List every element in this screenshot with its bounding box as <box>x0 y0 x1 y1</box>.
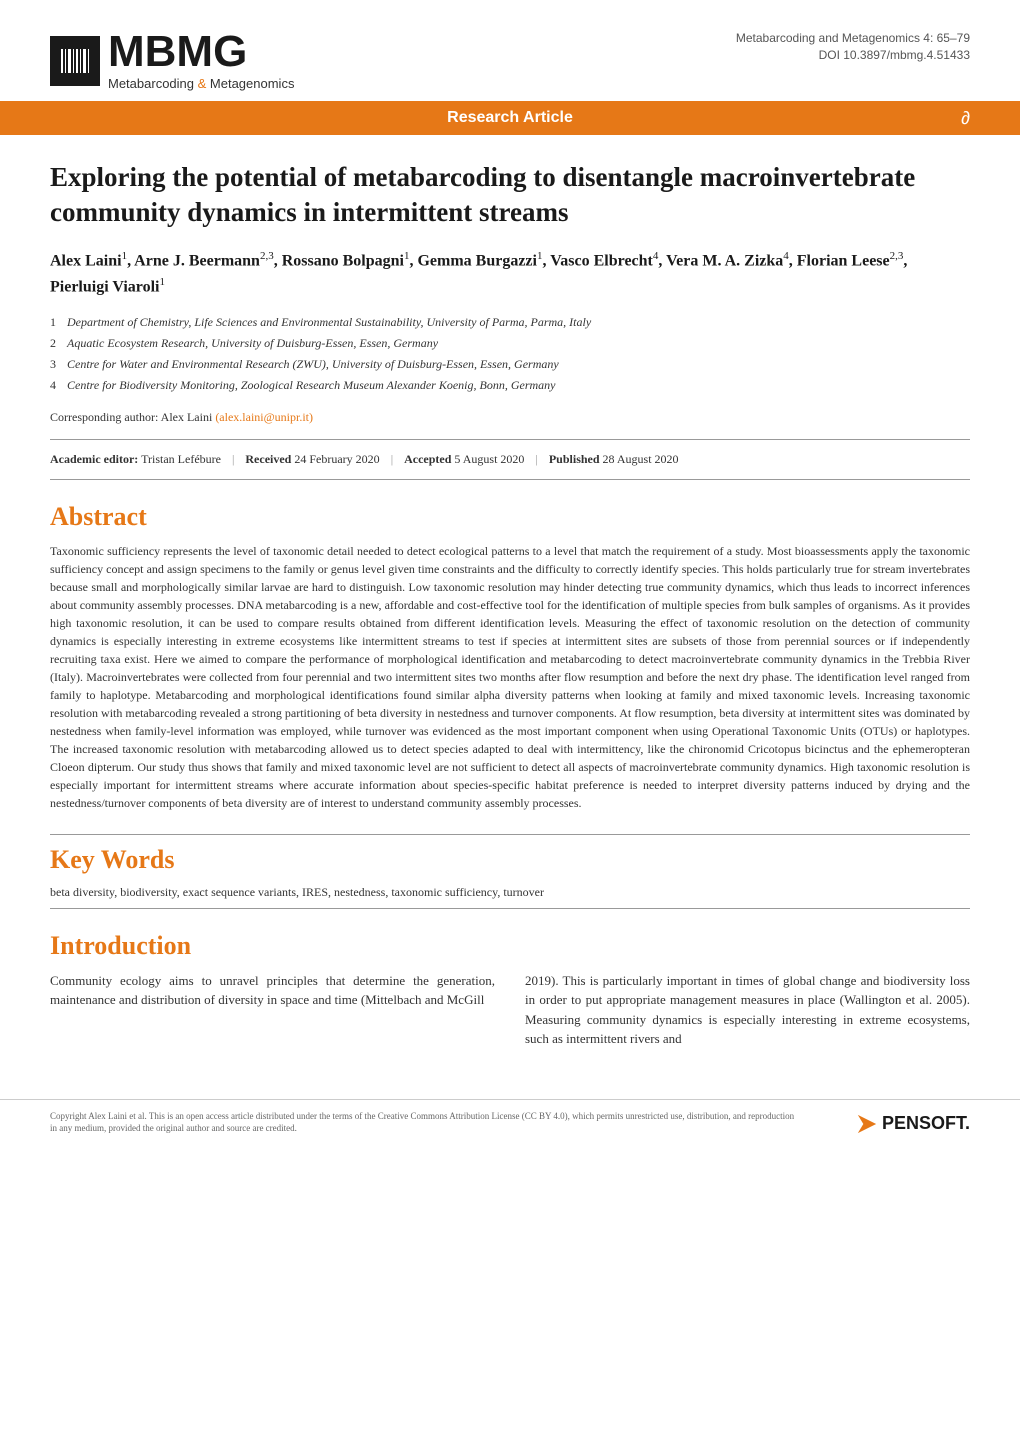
keywords-body: beta diversity, biodiversity, exact sequ… <box>50 885 970 900</box>
divider <box>50 479 970 480</box>
article-title: Exploring the potential of metabarcoding… <box>50 160 970 230</box>
logo-acronym: MBMG <box>108 30 294 74</box>
page-header: MBMG Metabarcoding & Metagenomics Metaba… <box>0 0 1020 101</box>
accepted-label: Accepted <box>404 452 451 466</box>
divider <box>50 439 970 440</box>
author-list: Alex Laini1, Arne J. Beermann2,3, Rossan… <box>50 248 970 299</box>
open-access-icon: ∂ <box>961 108 970 129</box>
affiliation-item: 2 Aquatic Ecosystem Research, University… <box>50 334 970 353</box>
affiliation-item: 1 Department of Chemistry, Life Sciences… <box>50 313 970 332</box>
copyright-notice: Copyright Alex Laini et al. This is an o… <box>50 1110 800 1135</box>
published-date: 28 August 2020 <box>600 452 679 466</box>
logo-sub-post: Metagenomics <box>206 76 294 91</box>
editor-name: Tristan Lefébure <box>138 452 221 466</box>
journal-logo: MBMG Metabarcoding & Metagenomics <box>50 30 294 91</box>
corresponding-label: Corresponding author: Alex Laini <box>50 410 215 424</box>
affiliation-item: 4 Centre for Biodiversity Monitoring, Zo… <box>50 376 970 395</box>
introduction-col-left: Community ecology aims to unravel princi… <box>50 971 495 1049</box>
logo-text-block: MBMG Metabarcoding & Metagenomics <box>108 30 294 91</box>
pensoft-icon <box>856 1113 878 1135</box>
divider <box>50 834 970 835</box>
divider <box>50 908 970 909</box>
barcode-icon <box>50 36 100 86</box>
corresponding-author: Corresponding author: Alex Laini (alex.l… <box>50 410 970 425</box>
published-label: Published <box>549 452 600 466</box>
article-type-label: Research Article <box>447 109 573 127</box>
keywords-heading: Key Words <box>50 845 970 875</box>
editorial-info: Academic editor: Tristan Lefébure | Rece… <box>50 446 970 473</box>
abstract-heading: Abstract <box>50 502 970 532</box>
logo-sub-pre: Metabarcoding <box>108 76 198 91</box>
introduction-col-right: 2019). This is particularly important in… <box>525 971 970 1049</box>
logo-subtitle: Metabarcoding & Metagenomics <box>108 76 294 91</box>
publisher-logo: PENSOFT. <box>856 1113 970 1135</box>
page-footer: Copyright Alex Laini et al. This is an o… <box>0 1099 1020 1155</box>
article-content: Exploring the potential of metabarcoding… <box>0 135 1020 1079</box>
accepted-date: 5 August 2020 <box>451 452 524 466</box>
received-label: Received <box>245 452 291 466</box>
article-type-banner: Research Article ∂ <box>0 101 1020 135</box>
abstract-body: Taxonomic sufficiency represents the lev… <box>50 542 970 812</box>
introduction-heading: Introduction <box>50 931 970 961</box>
affiliation-item: 3 Centre for Water and Environmental Res… <box>50 355 970 374</box>
affiliation-list: 1 Department of Chemistry, Life Sciences… <box>50 313 970 396</box>
logo-sub-amp: & <box>198 76 207 91</box>
received-date: 24 February 2020 <box>291 452 379 466</box>
separator: | <box>535 452 537 466</box>
journal-meta: Metabarcoding and Metagenomics 4: 65–79 … <box>736 30 970 64</box>
corresponding-email-link[interactable]: (alex.laini@unipr.it) <box>215 410 313 424</box>
doi: DOI 10.3897/mbmg.4.51433 <box>736 47 970 64</box>
editor-label: Academic editor: <box>50 452 138 466</box>
introduction-columns: Community ecology aims to unravel princi… <box>50 971 970 1049</box>
separator: | <box>391 452 393 466</box>
publisher-name: PENSOFT. <box>882 1113 970 1134</box>
journal-citation: Metabarcoding and Metagenomics 4: 65–79 <box>736 30 970 47</box>
separator: | <box>232 452 234 466</box>
